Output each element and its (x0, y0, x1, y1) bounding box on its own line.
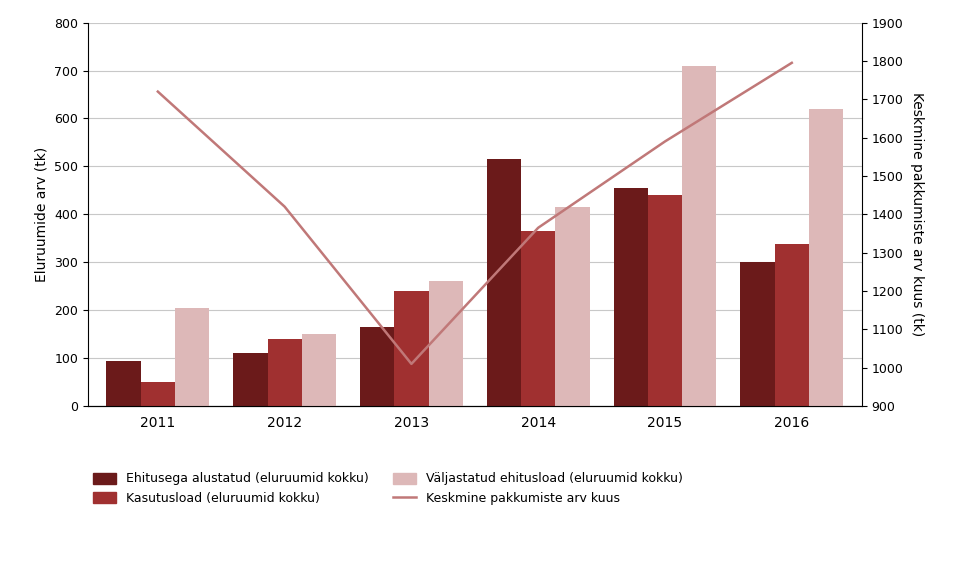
Bar (647, 195, 682, 406)
Y-axis label: Keskmine pakkumiste arv kuus (tk): Keskmine pakkumiste arv kuus (tk) (909, 92, 923, 337)
Bar (520, 231, 555, 406)
Bar (428, 281, 463, 406)
Bar (555, 207, 589, 406)
Bar (233, 353, 267, 406)
Bar (613, 188, 647, 406)
Y-axis label: Eluruumide arv (tk): Eluruumide arv (tk) (35, 147, 49, 282)
Bar (107, 360, 141, 406)
Bar (267, 339, 301, 406)
Legend: Ehitusega alustatud (eluruumid kokku), Kasutusload (eluruumid kokku), Väljastatu: Ehitusega alustatud (eluruumid kokku), K… (88, 468, 687, 510)
Bar (808, 109, 842, 406)
Bar (141, 382, 175, 406)
Bar (394, 291, 428, 406)
Bar (739, 262, 774, 406)
Bar (175, 308, 209, 406)
Bar (486, 159, 520, 406)
Bar (360, 327, 394, 406)
Bar (682, 66, 716, 406)
Bar (301, 334, 335, 406)
Bar (774, 244, 808, 406)
